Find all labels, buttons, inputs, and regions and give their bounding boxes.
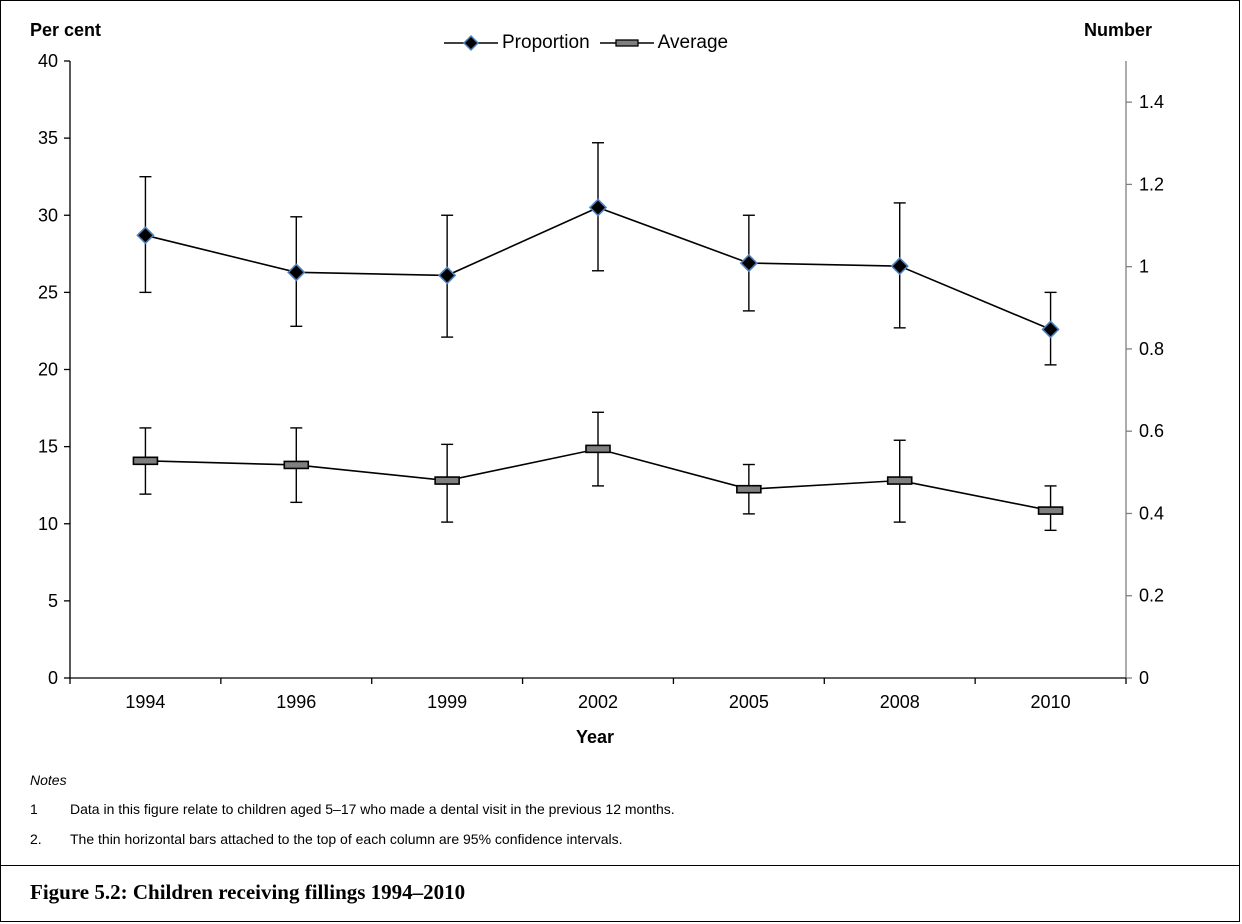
figure-caption: Figure 5.2: Children receiving fillings … xyxy=(30,880,466,904)
x-axis-tick-label: 2008 xyxy=(880,692,920,712)
legend-item-average: Average xyxy=(599,32,729,54)
note-text: The thin horizontal bars attached to the… xyxy=(70,831,623,847)
y-axis-left-tick-label: 0 xyxy=(48,668,58,688)
data-point-proportion xyxy=(287,263,306,282)
x-axis-tick-label: 2010 xyxy=(1031,692,1071,712)
note-text: Data in this figure relate to children a… xyxy=(70,801,675,817)
legend-label-average: Average xyxy=(657,32,729,53)
legend-swatch-average xyxy=(599,39,654,47)
data-point-average xyxy=(132,456,159,466)
x-axis-tick-label: 2002 xyxy=(578,692,618,712)
data-point-proportion xyxy=(588,198,608,217)
y-axis-right-tick-label: 0.4 xyxy=(1139,503,1164,523)
y-axis-left-tick-label: 10 xyxy=(38,514,58,534)
data-point-proportion xyxy=(136,226,155,245)
y-axis-left-tick-label: 40 xyxy=(38,51,58,71)
data-point-proportion xyxy=(438,266,457,285)
notes-title: Notes xyxy=(30,772,67,788)
y-axis-left-tick-label: 15 xyxy=(38,437,58,457)
data-point-proportion xyxy=(739,253,758,273)
y-axis-left-tick-label: 5 xyxy=(48,591,58,611)
y-axis-right-label: Number xyxy=(1084,20,1153,40)
caption-divider xyxy=(0,865,1240,866)
y-axis-right-tick-label: 0.8 xyxy=(1139,339,1164,359)
y-axis-right-tick-label: 0 xyxy=(1139,668,1149,688)
y-axis-left-tick-label: 35 xyxy=(38,128,58,148)
note-number: 2. xyxy=(30,831,42,847)
legend-label-proportion: Proportion xyxy=(502,32,590,53)
y-axis-right-tick-label: 0.2 xyxy=(1139,586,1164,606)
y-axis-left-tick-label: 20 xyxy=(38,360,58,380)
chart-legend: Proportion Average xyxy=(444,32,738,54)
x-axis-tick-label: 1996 xyxy=(276,692,316,712)
y-axis-right-tick-label: 1.4 xyxy=(1139,92,1164,112)
x-axis-tick-label: 2005 xyxy=(729,692,769,712)
data-point-average xyxy=(434,476,460,485)
data-point-average xyxy=(283,460,310,470)
data-point-average xyxy=(886,476,913,485)
notes-section: Notes 1 Data in this figure relate to ch… xyxy=(30,772,675,861)
y-axis-right-tick-label: 0.6 xyxy=(1139,421,1164,441)
y-axis-left-tick-label: 25 xyxy=(38,282,58,302)
legend-swatch-proportion xyxy=(444,34,498,52)
data-point-average xyxy=(1037,506,1064,515)
x-axis-tick-label: 1999 xyxy=(427,692,467,712)
note-item: 1 Data in this figure relate to children… xyxy=(30,801,675,817)
data-point-proportion xyxy=(1041,320,1060,339)
data-point-average xyxy=(736,484,762,494)
x-axis-label: Year xyxy=(575,727,615,747)
y-axis-right-tick-label: 1.2 xyxy=(1139,174,1164,194)
y-axis-right-tick-label: 1 xyxy=(1139,257,1149,277)
y-axis-left-label: Per cent xyxy=(30,20,102,40)
note-number: 1 xyxy=(30,801,38,817)
data-point-proportion xyxy=(890,257,909,276)
data-point-average xyxy=(585,444,611,454)
legend-item-proportion: Proportion xyxy=(444,32,590,54)
x-axis-tick-label: 1994 xyxy=(125,692,165,712)
note-item: 2. The thin horizontal bars attached to … xyxy=(30,831,675,847)
y-axis-left-tick-label: 30 xyxy=(38,205,58,225)
